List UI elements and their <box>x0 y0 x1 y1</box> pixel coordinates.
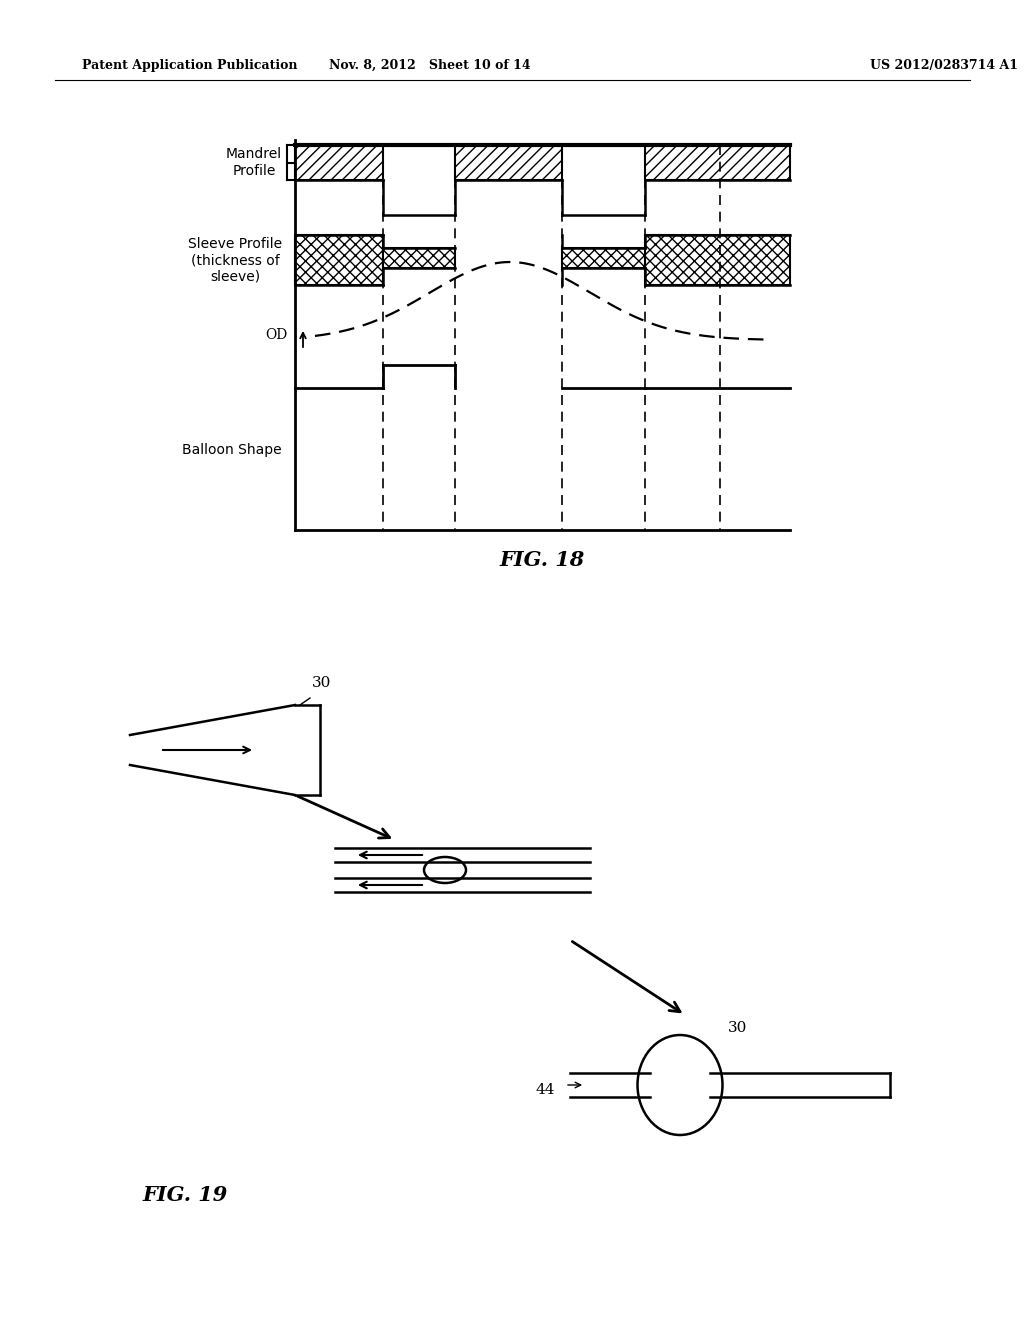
Bar <box>645 145 790 180</box>
Bar <box>562 248 645 268</box>
Text: 30: 30 <box>728 1020 748 1035</box>
Text: 30: 30 <box>312 676 332 690</box>
Text: FIG. 18: FIG. 18 <box>500 550 585 570</box>
Bar <box>645 235 790 285</box>
Ellipse shape <box>424 857 466 883</box>
Text: US 2012/0283714 A1: US 2012/0283714 A1 <box>870 58 1018 71</box>
Text: Nov. 8, 2012   Sheet 10 of 14: Nov. 8, 2012 Sheet 10 of 14 <box>329 58 530 71</box>
Bar <box>383 248 455 268</box>
Text: FIG. 19: FIG. 19 <box>142 1185 227 1205</box>
Ellipse shape <box>638 1035 723 1135</box>
Bar <box>295 235 383 285</box>
Text: OD: OD <box>265 327 287 342</box>
Text: Patent Application Publication: Patent Application Publication <box>82 58 298 71</box>
Bar <box>295 145 383 180</box>
Text: Balloon Shape: Balloon Shape <box>182 444 282 457</box>
Text: Sleeve Profile
(thickness of
sleeve): Sleeve Profile (thickness of sleeve) <box>187 236 282 284</box>
Text: 44: 44 <box>536 1082 555 1097</box>
Bar <box>455 145 562 180</box>
Text: Mandrel
Profile: Mandrel Profile <box>226 148 282 178</box>
